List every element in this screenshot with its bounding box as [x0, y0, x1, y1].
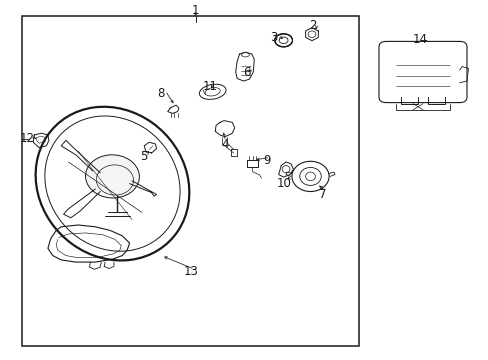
Text: 12: 12	[20, 132, 34, 145]
Text: 10: 10	[276, 177, 290, 190]
Text: 3: 3	[269, 31, 277, 44]
Text: 2: 2	[308, 19, 316, 32]
Text: 4: 4	[221, 138, 228, 150]
Text: 11: 11	[203, 80, 217, 93]
Text: 14: 14	[412, 33, 427, 46]
Ellipse shape	[85, 155, 139, 198]
Text: 7: 7	[318, 188, 326, 201]
Text: 5: 5	[140, 150, 148, 163]
Bar	[22, 16, 359, 346]
Text: 13: 13	[183, 265, 198, 278]
Text: 9: 9	[262, 154, 270, 167]
Text: 6: 6	[243, 66, 250, 78]
Text: 1: 1	[191, 4, 199, 17]
Text: 8: 8	[157, 87, 165, 100]
